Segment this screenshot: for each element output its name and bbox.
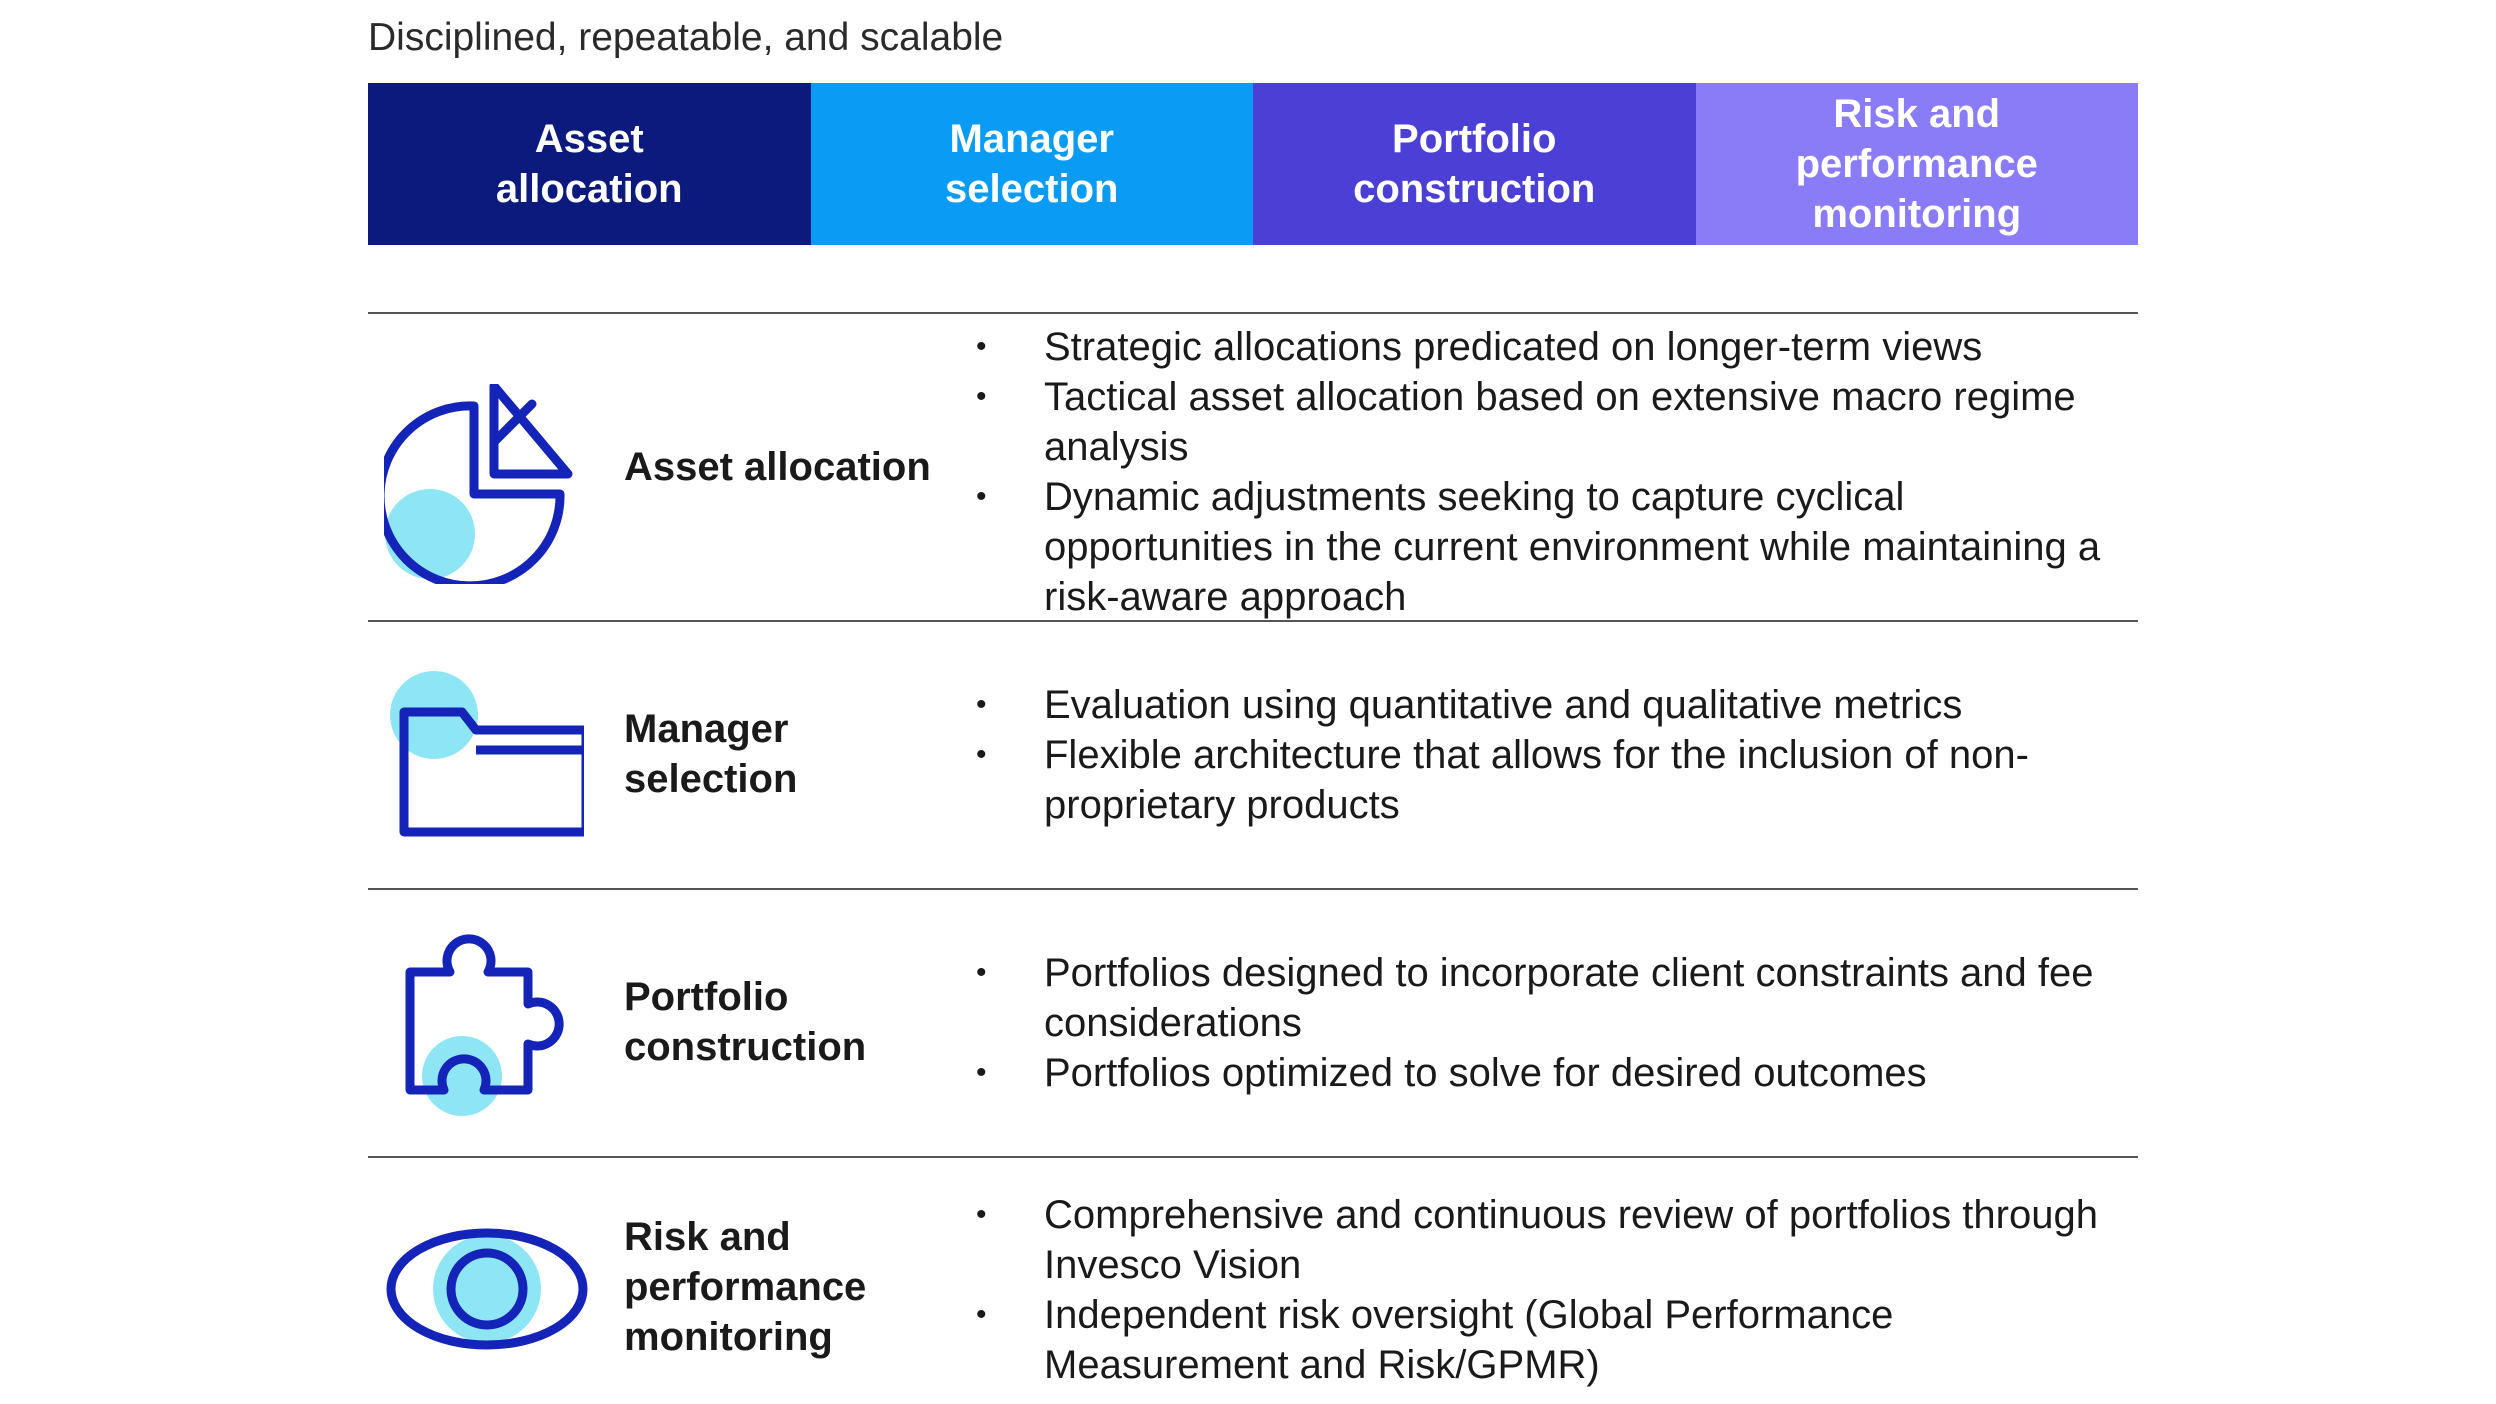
bullet-list: Evaluation using quantitative and qualit… [976, 680, 2136, 830]
divider [368, 312, 2138, 314]
header-line: monitoring [1812, 192, 2022, 236]
row-risk-performance-monitoring: Risk and performance monitoring Comprehe… [368, 1158, 2138, 1404]
bullet-list: Strategic allocations predicated on long… [976, 322, 2136, 622]
row-label-line: Risk and [624, 1215, 791, 1259]
header-manager-selection: Manager selection [810, 83, 1253, 245]
header-line: Risk and [1833, 92, 2001, 136]
row-label-line: Manager [624, 707, 789, 751]
pie-chart-icon [375, 381, 584, 591]
row-label-line: selection [624, 757, 798, 801]
row-label: Risk and performance monitoring [624, 1212, 866, 1362]
bullet-item: Dynamic adjustments seeking to capture c… [976, 472, 2136, 622]
divider [368, 888, 2138, 890]
row-asset-allocation: Asset allocation Strategic allocations p… [368, 314, 2138, 620]
divider [368, 620, 2138, 622]
row-label-line: monitoring [624, 1315, 833, 1359]
row-label-line: performance [624, 1265, 867, 1309]
header-asset-allocation: Asset allocation [368, 83, 811, 245]
header-line: allocation [495, 167, 683, 211]
header-line: performance [1795, 142, 2038, 186]
header-line: selection [945, 167, 1119, 211]
row-label: Manager selection [624, 704, 797, 804]
row-label-line: Asset allocation [624, 445, 931, 489]
header-portfolio-construction: Portfolio construction [1253, 83, 1696, 245]
bullet-item: Portfolios designed to incorporate clien… [976, 948, 2136, 1048]
header-line: Asset [534, 117, 644, 161]
header-line: construction [1353, 167, 1596, 211]
row-manager-selection: Manager selection Evaluation using quant… [368, 622, 2138, 886]
bullet-item: Flexible architecture that allows for th… [976, 730, 2136, 830]
eye-icon [384, 1224, 590, 1354]
bullet-list: Portfolios designed to incorporate clien… [976, 948, 2136, 1098]
row-label-line: construction [624, 1025, 867, 1069]
row-label: Asset allocation [624, 442, 931, 492]
bullet-item: Tactical asset allocation based on exten… [976, 372, 2136, 472]
bullet-item: Evaluation using quantitative and qualit… [976, 680, 2136, 730]
row-portfolio-construction: Portfolio construction Portfolios design… [368, 890, 2138, 1154]
folder-icon [384, 670, 591, 850]
row-label: Portfolio construction [624, 972, 866, 1072]
bullet-item: Strategic allocations predicated on long… [976, 322, 2136, 372]
bullet-item: Independent risk oversight (Global Perfo… [976, 1290, 2136, 1390]
puzzle-piece-icon [384, 924, 584, 1124]
bullet-item: Comprehensive and continuous review of p… [976, 1190, 2136, 1290]
header-line: Manager [949, 117, 1115, 161]
header-line: Portfolio [1392, 117, 1557, 161]
bullet-item: Portfolios optimized to solve for desire… [976, 1048, 2136, 1098]
row-label-line: Portfolio [624, 975, 789, 1019]
bullet-list: Comprehensive and continuous review of p… [976, 1190, 2136, 1390]
header-risk-performance-monitoring: Risk and performance monitoring [1695, 83, 2138, 245]
page-subtitle: Disciplined, repeatable, and scalable [368, 16, 1004, 59]
process-header-bar: Asset allocation Manager selection Portf… [368, 83, 2138, 245]
divider [368, 1156, 2138, 1158]
